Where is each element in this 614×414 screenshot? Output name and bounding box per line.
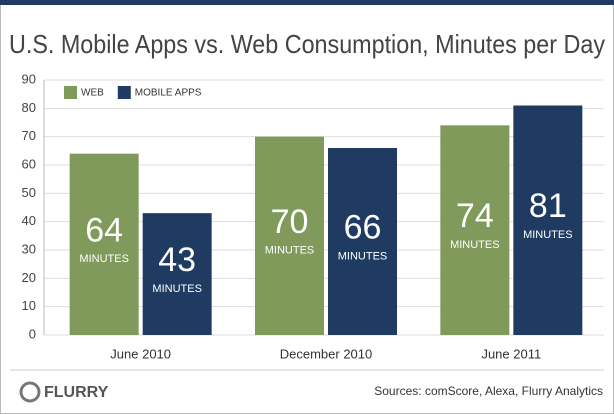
chart-title: U.S. Mobile Apps vs. Web Consumption, Mi… [9,29,605,59]
legend-label: MOBILE APPS [135,88,202,99]
y-tick-label: 50 [22,185,36,200]
y-tick-label: 10 [22,298,36,313]
y-tick-label: 40 [22,213,36,228]
unit-label: MINUTES [523,229,573,241]
x-tick-label: December 2010 [280,346,373,361]
unit-label: MINUTES [152,283,202,295]
unit-label: MINUTES [338,250,388,262]
value-label: 66 [344,208,382,246]
unit-label: MINUTES [79,253,129,265]
unit-label: MINUTES [265,245,315,257]
logo-icon [19,381,41,403]
bar [328,148,397,335]
legend-label: WEB [81,88,104,99]
y-tick-label: 20 [22,270,36,285]
x-tick-label: June 2011 [481,346,541,361]
bar [142,213,212,335]
value-label: 43 [158,241,196,279]
bar [69,153,139,335]
bar [513,105,583,335]
y-tick-label: 0 [29,326,36,341]
y-tick-label: 70 [22,128,36,143]
top-bar [0,0,614,5]
x-tick-label: June 2010 [110,346,171,361]
value-label: 74 [456,197,494,235]
y-tick-label: 90 [22,71,36,86]
value-label: 64 [85,211,123,249]
y-tick-label: 60 [22,156,36,171]
y-tick-label: 80 [22,100,36,115]
legend-swatch [117,86,131,99]
bar [440,125,510,335]
logo: FLURRY [44,384,109,401]
y-tick-label: 30 [22,241,36,256]
unit-label: MINUTES [450,239,500,251]
legend-swatch [64,86,77,99]
value-label: 81 [529,187,567,225]
bar [255,136,324,335]
value-label: 70 [271,203,309,241]
source: Sources: comScore, Alexa, Flurry Analyti… [374,384,603,398]
